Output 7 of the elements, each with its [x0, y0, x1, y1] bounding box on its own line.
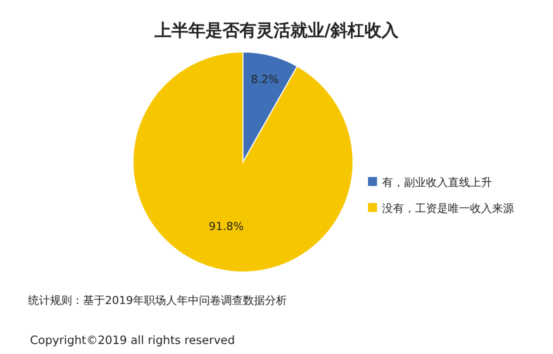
legend-label: 没有，工资是唯一收入来源 [382, 202, 514, 215]
data-label: 91.8% [208, 220, 244, 233]
chart-title: 上半年是否有灵活就业/斜杠收入 [153, 21, 400, 41]
legend-label: 有，副业收入直线上升 [382, 176, 492, 189]
text: 统计规则：基于2019年职场人年中问卷调查数据分析 [28, 294, 287, 307]
text: Copyright©2019 all rights reserved [30, 333, 235, 347]
data-label: 8.2% [250, 73, 279, 86]
